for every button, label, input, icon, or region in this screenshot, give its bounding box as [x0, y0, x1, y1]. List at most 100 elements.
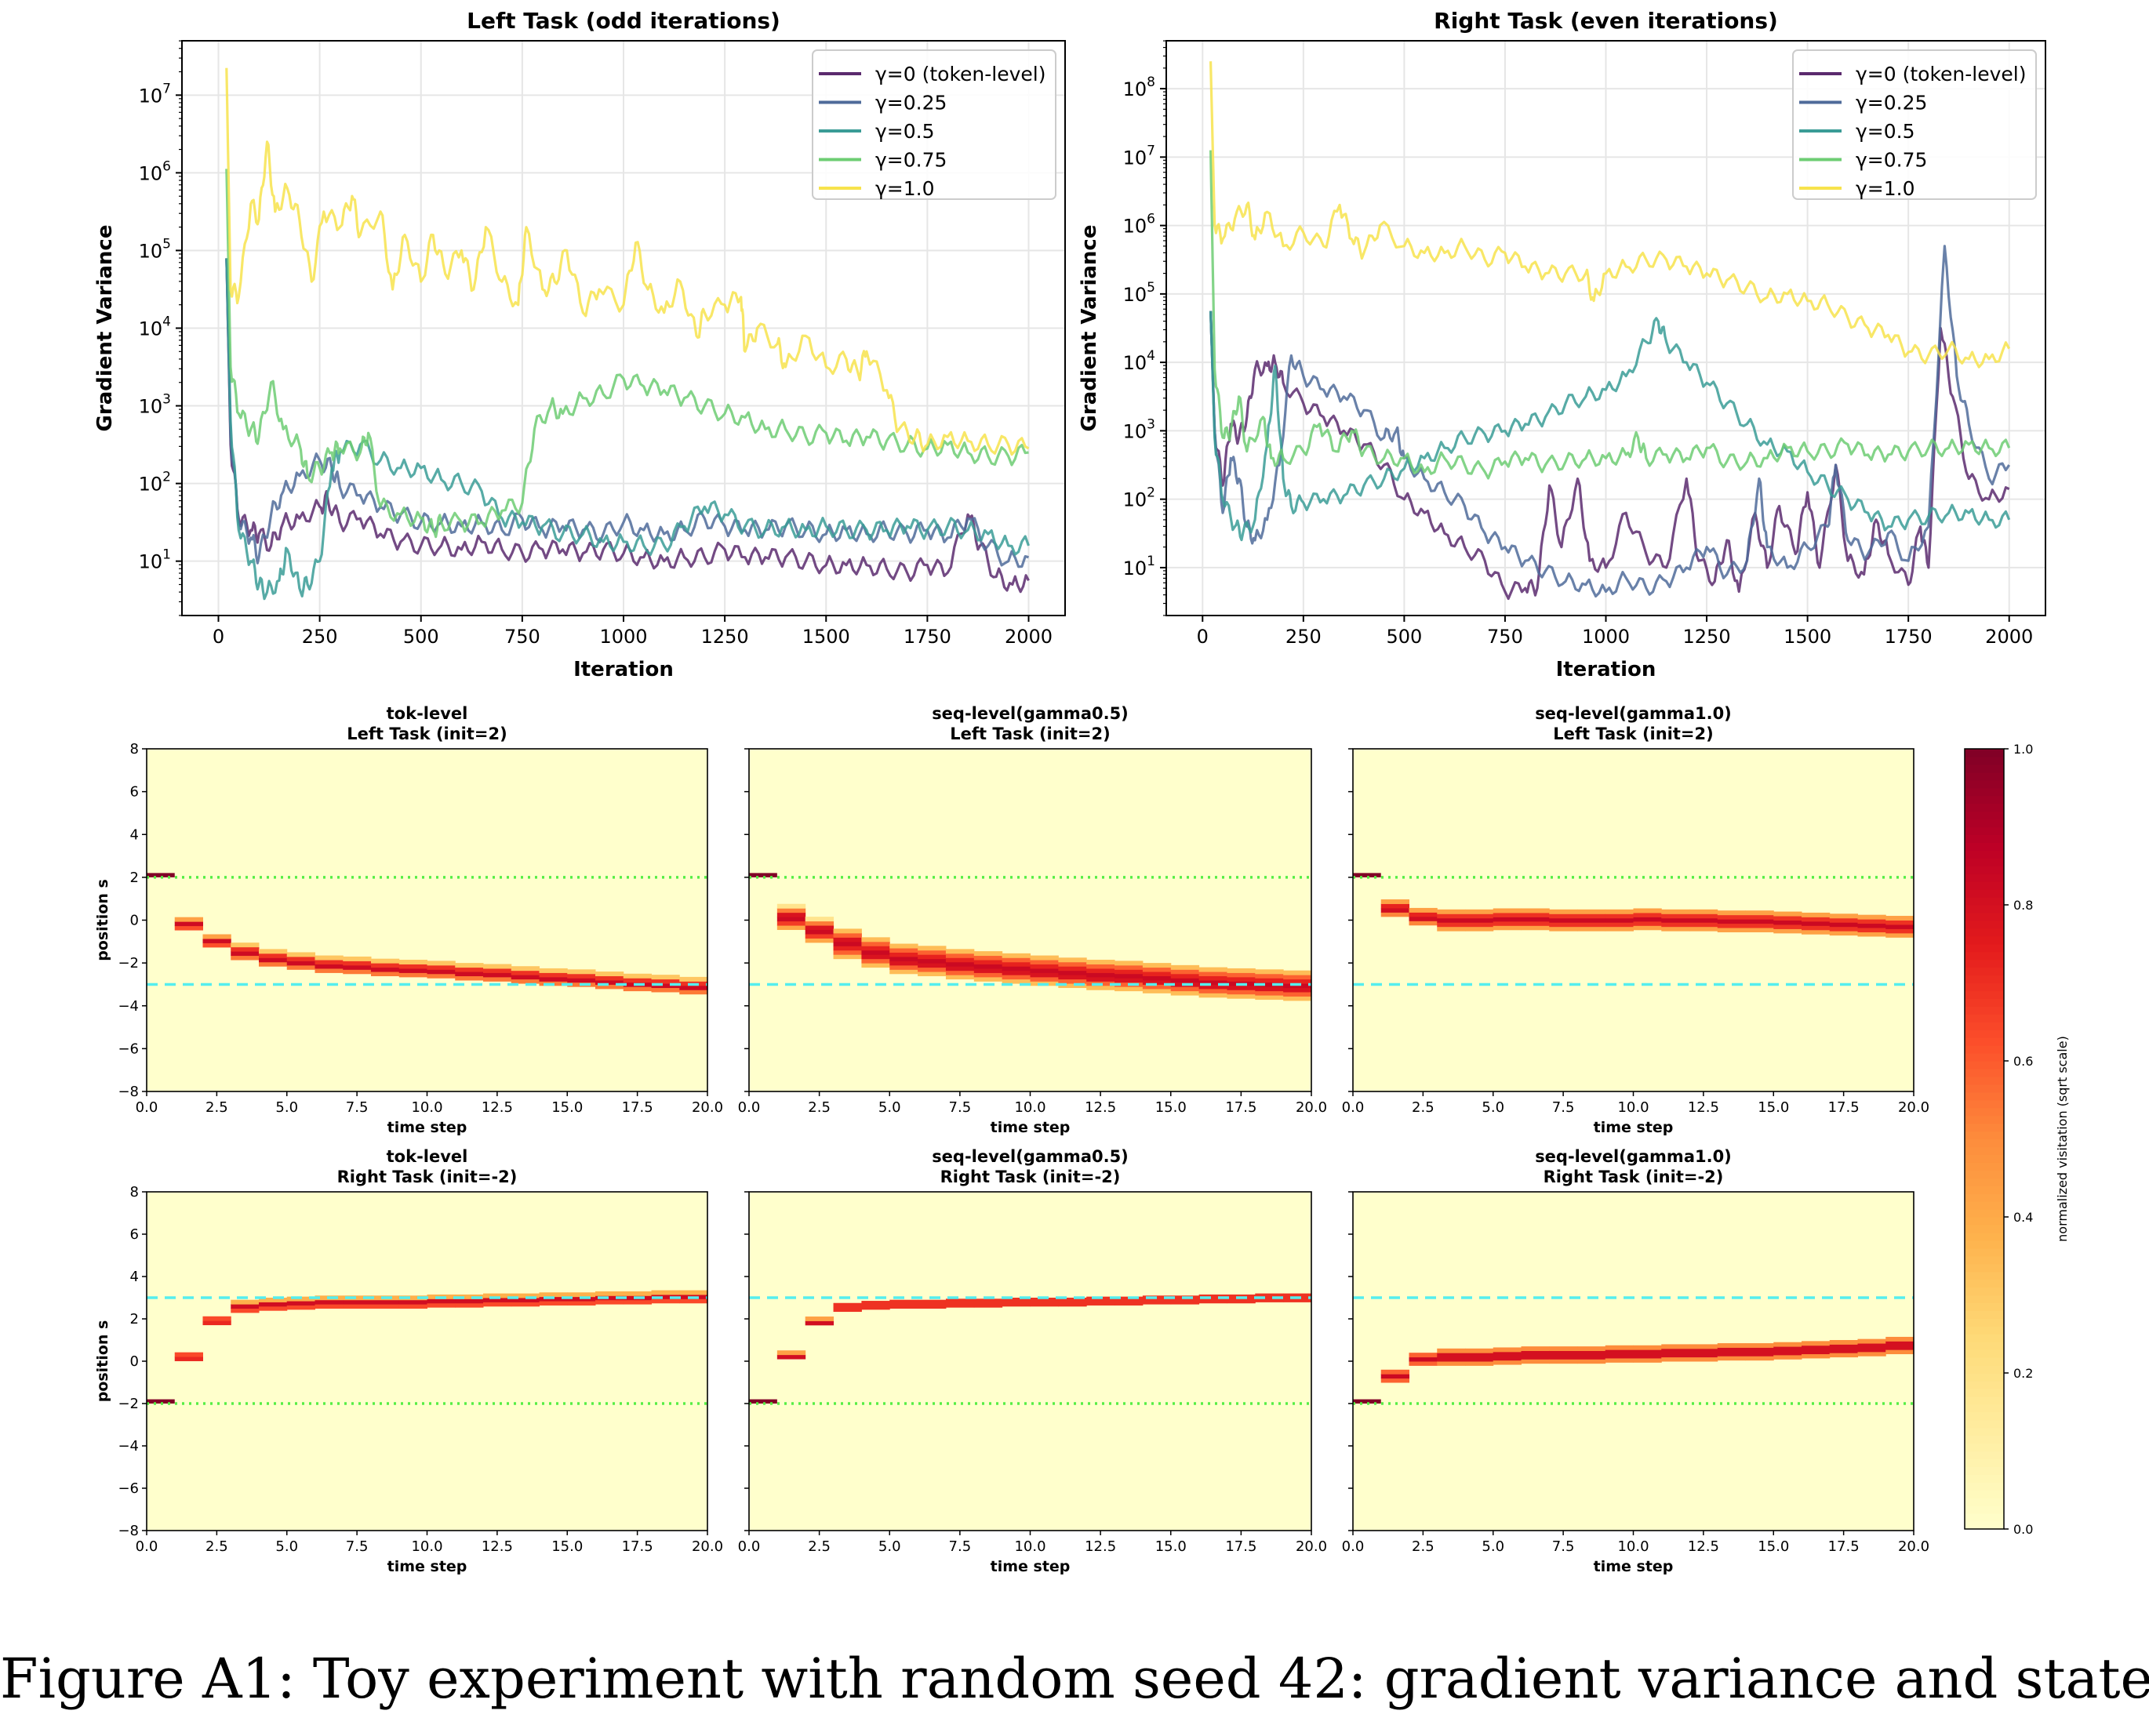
colorbar-segment [1965, 1037, 2004, 1046]
heatmap-cell [1745, 928, 1774, 933]
heatmap-cell [511, 970, 540, 975]
heatmap-cell [1885, 920, 1914, 925]
heatmap-cell [1465, 1348, 1494, 1353]
heatmap-cell [427, 969, 456, 975]
heatmap-cell [805, 1320, 835, 1326]
heatmap-cell [623, 978, 652, 983]
heatmap-cell [1802, 1345, 1831, 1350]
heatmap-cell [1773, 916, 1802, 921]
colorbar-frame [1964, 748, 2005, 1530]
colorbar-segment [1965, 756, 2004, 765]
heatmap-cell [1857, 914, 1886, 920]
x-axis-label: time step [387, 1558, 467, 1575]
heatmap-cell [286, 1305, 315, 1310]
heatmap-cell [1114, 1301, 1144, 1306]
heatmap-cell [1549, 1350, 1578, 1356]
heatmap-cell [1773, 924, 1802, 929]
heatmap-cell [1058, 970, 1087, 975]
heatmap-title-line2: Left Task (init=2) [347, 725, 507, 743]
heatmap-cell [861, 950, 890, 955]
colorbar-segment [1965, 1466, 2004, 1475]
colorbar-segment [1965, 1302, 2004, 1311]
series-line-1 [225, 258, 1029, 568]
y-tick-exponent: 6 [1147, 212, 1155, 227]
heatmap-cell [1465, 1361, 1494, 1366]
heatmap-cell [889, 943, 918, 949]
heatmap-cell [1605, 1357, 1634, 1363]
heatmap-cell [1857, 932, 1886, 937]
colorbar-segment [1965, 1154, 2004, 1163]
heatmap-cell [918, 972, 947, 977]
colorbar-segment [1965, 1318, 2004, 1327]
colorbar-segment [1965, 1209, 2004, 1218]
heatmap-cell [1885, 916, 1914, 921]
colorbar-segment [1965, 935, 2004, 945]
heatmap-cell [945, 970, 975, 975]
heatmap-cell [1885, 1345, 1914, 1350]
colorbar-segment [1965, 1084, 2004, 1093]
heatmap-cell [1255, 986, 1284, 992]
heatmap-cell [679, 985, 708, 990]
heatmap-cell [945, 949, 975, 954]
heatmap-cell [455, 1294, 484, 1299]
heatmap-cell [1689, 922, 1718, 928]
heatmap-cell [455, 972, 484, 977]
x-tick-label: 5.0 [1482, 1099, 1504, 1116]
heatmap-cell [1142, 988, 1172, 993]
heatmap-cell [567, 969, 596, 975]
heatmap-cell [455, 975, 484, 981]
y-tick-label: 107 [1123, 143, 1155, 169]
colorbar-segment [1965, 1404, 2004, 1413]
colorbar-segment [1965, 1232, 2004, 1241]
heatmap-title-line1: seq-level(gamma0.5) [932, 704, 1129, 723]
y-tick-label: −2 [118, 1396, 139, 1412]
heatmap-cell [749, 1399, 777, 1404]
colorbar-segment [1965, 1310, 2004, 1319]
y-tick-label: −8 [118, 1523, 139, 1539]
heatmap-cell [371, 1304, 400, 1309]
heatmap-cell [259, 957, 288, 963]
colorbar-segment [1965, 1006, 2004, 1015]
legend-label: γ=0.5 [875, 120, 935, 143]
heatmap-cell [1198, 984, 1227, 990]
heatmap-cell [1227, 993, 1256, 999]
heatmap-cell [1465, 922, 1494, 928]
heatmap-cell [343, 961, 372, 966]
heatmap-cell [1521, 925, 1550, 931]
y-tick-label: −2 [118, 955, 139, 972]
heatmap-cell [1114, 964, 1144, 970]
heatmap-cell [1773, 920, 1802, 925]
heatmap-cell [651, 1298, 680, 1304]
heatmap-cell [1283, 975, 1312, 980]
heatmap-cell [861, 954, 890, 960]
heatmap-title-line2: Right Task (init=-2) [337, 1168, 518, 1186]
y-tick-exponent: 7 [162, 81, 171, 96]
heatmap-cell [1549, 1354, 1578, 1360]
heatmap-cell [1086, 976, 1115, 982]
heatmap-cell [1353, 873, 1381, 877]
y-tick-label: 103 [1123, 416, 1155, 442]
series-line-2 [1209, 311, 2011, 542]
heatmap-cell [1380, 912, 1409, 917]
y-tick-label: 4 [130, 826, 139, 843]
heatmap-cell [1661, 926, 1690, 932]
colorbar-segment [1965, 1373, 2004, 1382]
heatmap-cell [918, 1304, 947, 1309]
heatmap-cell [1409, 1361, 1438, 1366]
y-tick-label: 105 [139, 236, 171, 262]
heatmap-cell [651, 975, 680, 980]
heatmap-background [147, 1192, 707, 1531]
heatmap-cell [539, 1292, 568, 1298]
x-tick-label: 750 [504, 626, 540, 648]
heatmap-cell [1661, 1353, 1690, 1358]
heatmap-cell [1521, 917, 1550, 922]
colorbar-segment [1965, 787, 2004, 797]
heatmap-cell [174, 917, 203, 922]
x-axis-label: time step [991, 1558, 1071, 1575]
heatmap-cell [1409, 916, 1438, 921]
y-axis-label: position s [94, 879, 111, 961]
colorbar-segment [1965, 803, 2004, 812]
colorbar-segment [1965, 1380, 2004, 1389]
heatmap-cell [1717, 1347, 1746, 1353]
legend-label: γ=1.0 [1856, 177, 1915, 200]
